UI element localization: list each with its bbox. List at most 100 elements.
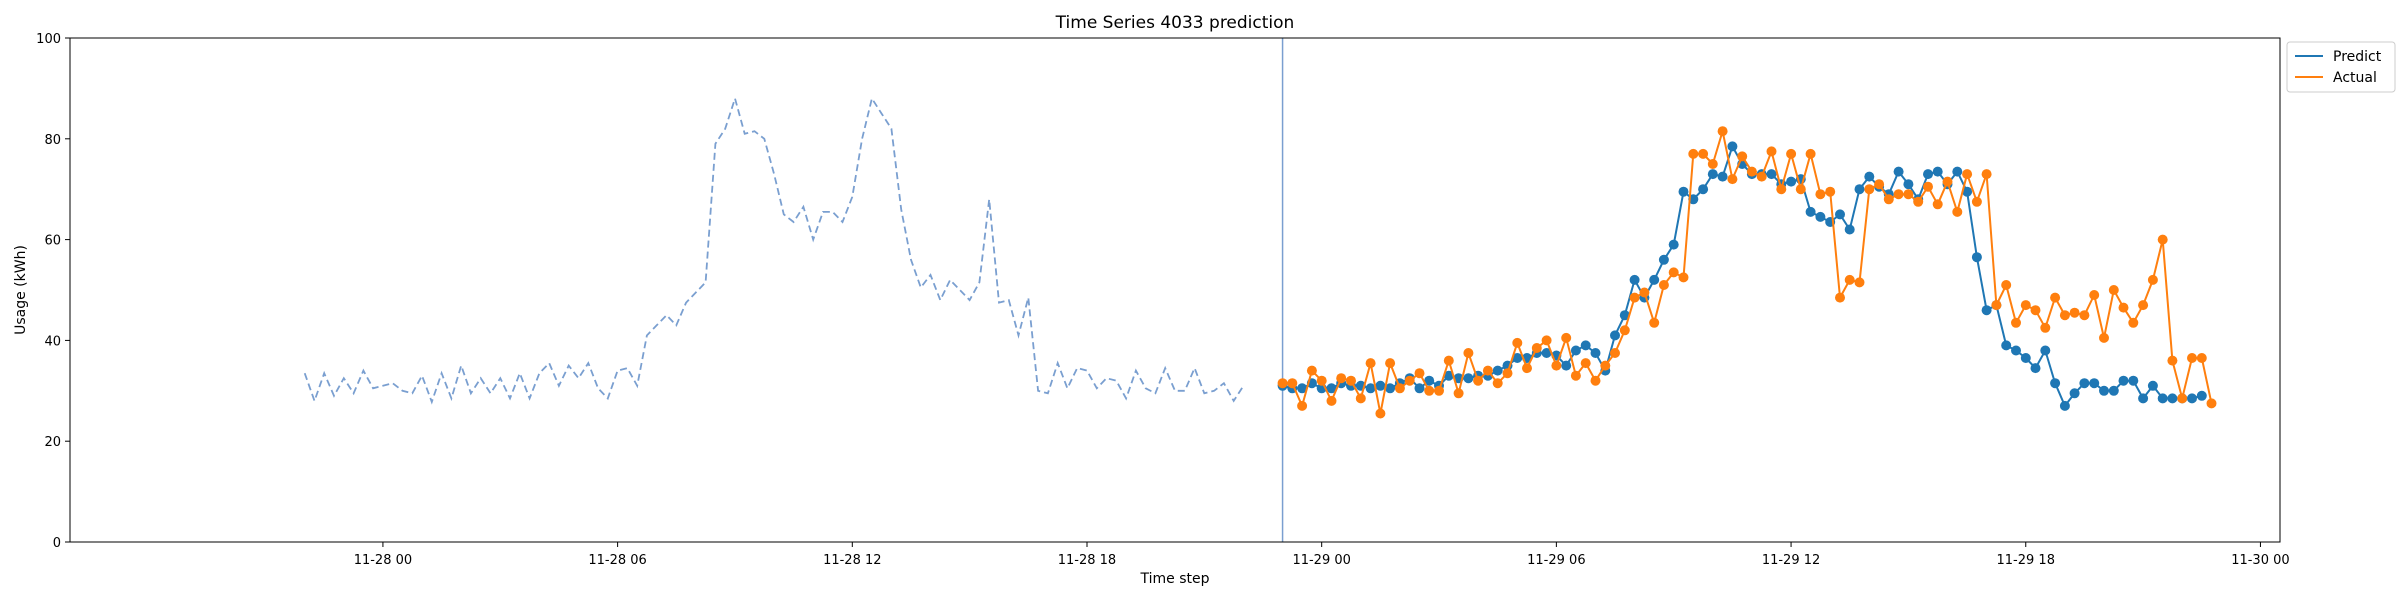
- predict-point: [1698, 184, 1709, 195]
- actual-point: [1394, 383, 1405, 394]
- predict-point: [2138, 393, 2149, 404]
- actual-point: [1277, 378, 1288, 389]
- predict-point: [1815, 211, 1826, 222]
- predict-point: [1629, 274, 1640, 285]
- actual-point: [1854, 277, 1865, 288]
- y-tick-label: 60: [44, 234, 61, 249]
- actual-point: [2187, 353, 2197, 363]
- predict-point: [2147, 380, 2158, 391]
- actual-point: [1629, 292, 1640, 303]
- x-tick-label: 11-29 12: [1762, 553, 1820, 568]
- predict-point: [1668, 239, 1679, 250]
- actual-point: [1707, 159, 1718, 169]
- actual-point: [2030, 305, 2041, 316]
- predict-point: [1619, 310, 1630, 321]
- plot-area: [303, 38, 2217, 542]
- actual-point: [2196, 353, 2207, 363]
- axis-ticks: 0 20 40 60 80 100 11-28 00 11-28 06 11-28 12 11-2…: [36, 32, 2289, 568]
- predict-point: [1952, 166, 1963, 177]
- x-tick-label: 11-28 06: [588, 553, 646, 568]
- actual-point: [2069, 307, 2080, 318]
- predict-point: [1766, 169, 1777, 180]
- predict-point: [1424, 375, 1435, 386]
- predict-point: [2059, 400, 2070, 411]
- actual-point: [2157, 234, 2168, 245]
- actual-point: [1541, 335, 1552, 346]
- predict-point: [2118, 375, 2129, 386]
- predict-point: [1580, 340, 1591, 351]
- legend: Predict Actual: [2286, 41, 2396, 93]
- predict-point: [2079, 378, 2090, 389]
- predict-point: [1786, 176, 1797, 187]
- predict-point: [1727, 141, 1738, 152]
- predict-point: [1864, 171, 1875, 182]
- actual-point: [1443, 355, 1454, 366]
- actual-point: [1482, 365, 1493, 376]
- actual-point: [1326, 395, 1337, 406]
- actual-point: [1805, 148, 1816, 159]
- actual-point: [2020, 300, 2031, 311]
- predict-point: [1932, 166, 1943, 177]
- predict-point: [1678, 186, 1689, 197]
- predict-point: [1717, 171, 1728, 182]
- predict-point: [2108, 385, 2119, 396]
- actual-point: [1522, 363, 1532, 374]
- predict-point: [1903, 179, 1914, 190]
- actual-point: [1297, 400, 1308, 411]
- actual-point: [1570, 370, 1581, 381]
- actual-point: [2099, 332, 2109, 343]
- predict-point: [1326, 383, 1337, 394]
- actual-point: [1355, 393, 1366, 404]
- actual-point: [1502, 368, 1513, 379]
- actual-point: [1639, 287, 1650, 298]
- predict-point: [1854, 184, 1865, 195]
- predict-series-line: [1282, 143, 2203, 408]
- x-tick-label: 11-29 00: [1292, 553, 1350, 568]
- actual-point: [1473, 375, 1484, 386]
- predict-point: [2030, 363, 2041, 374]
- actual-point: [1952, 206, 1963, 217]
- actual-point: [1737, 151, 1748, 162]
- actual-point: [1942, 176, 1953, 187]
- x-tick-label: 11-29 18: [1997, 553, 2055, 568]
- actual-point: [2118, 302, 2129, 313]
- chart-title: Time Series 4033 prediction: [1055, 13, 1295, 33]
- actual-point: [1619, 325, 1630, 336]
- actual-point: [1414, 368, 1425, 379]
- x-tick-label: 11-30 00: [2231, 553, 2289, 568]
- actual-point: [1991, 300, 2002, 311]
- x-tick-label: 11-28 00: [354, 553, 412, 568]
- predict-point: [2040, 345, 2051, 356]
- actual-point: [2089, 290, 2100, 300]
- y-tick-label: 80: [44, 133, 61, 148]
- actual-point: [1786, 148, 1797, 159]
- predict-point: [2128, 375, 2139, 386]
- predict-point: [1649, 274, 1660, 285]
- actual-point: [1561, 332, 1572, 343]
- actual-point: [1590, 375, 1601, 386]
- predict-point: [1590, 348, 1601, 358]
- actual-point: [1668, 267, 1679, 278]
- actual-point: [1453, 388, 1464, 399]
- predict-point: [1981, 305, 1992, 316]
- actual-point: [2040, 322, 2051, 333]
- predict-point: [1707, 169, 1718, 180]
- actual-point: [1776, 184, 1787, 195]
- actual-point: [1336, 373, 1347, 384]
- actual-point: [1375, 408, 1386, 419]
- actual-point: [1844, 274, 1855, 285]
- actual-point: [2206, 398, 2217, 409]
- predict-point: [1923, 169, 1933, 180]
- predict-point: [2050, 378, 2061, 389]
- actual-point: [2001, 280, 2012, 290]
- actual-point: [2011, 317, 2021, 328]
- actual-point: [1610, 348, 1620, 358]
- predict-point: [1805, 206, 1816, 217]
- predict-point: [1658, 254, 1669, 265]
- actual-point: [1795, 184, 1806, 195]
- predict-point: [1893, 166, 1904, 177]
- x-tick-label: 11-28 12: [823, 553, 881, 568]
- y-tick-label: 20: [44, 435, 61, 450]
- actual-point: [1678, 272, 1689, 283]
- actual-point: [1717, 126, 1728, 137]
